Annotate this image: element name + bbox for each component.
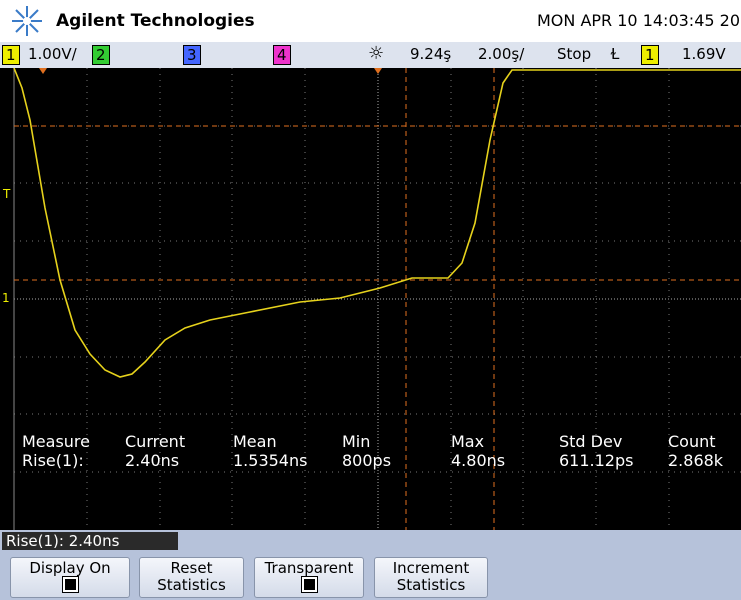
button-label: Reset xyxy=(170,559,213,577)
measure-header: Count xyxy=(668,432,716,451)
measure-header: Current xyxy=(125,432,186,451)
brand: Agilent Technologies xyxy=(56,11,255,31)
ch1-scale: 1.00V/ xyxy=(28,45,77,63)
softkey-button[interactable]: Display On xyxy=(10,557,130,598)
edge-icon: Ɫ xyxy=(611,45,620,63)
checkbox xyxy=(300,576,318,593)
measure-header: Mean xyxy=(233,432,277,451)
logo xyxy=(12,6,42,36)
measure-header: Measure xyxy=(22,432,90,451)
waveform xyxy=(13,68,741,378)
measure-value: 2.40ns xyxy=(125,451,180,470)
timebase: 2.00ş/ xyxy=(478,45,525,63)
measure-value: 2.868k xyxy=(668,451,724,470)
softkey-button[interactable]: Transparent xyxy=(254,557,364,598)
measure-value: 4.80ns xyxy=(451,451,506,470)
trigger-source: 1 xyxy=(641,45,659,65)
button-label: Transparent xyxy=(264,559,354,577)
softkey-button[interactable]: Increment Statistics xyxy=(374,557,488,598)
measure-value: 611.12ps xyxy=(559,451,634,470)
measure-header: Max xyxy=(451,432,485,451)
datetime: MON APR 10 14:03:45 2017 xyxy=(537,11,741,30)
cursors xyxy=(14,68,741,530)
button-label: Statistics xyxy=(157,576,226,594)
checkbox xyxy=(61,576,79,593)
ch3[interactable]: 3 xyxy=(183,45,201,65)
measure-value: 1.5354ns xyxy=(233,451,308,470)
softkey-title: Rise(1): 2.40ns xyxy=(2,532,178,550)
softkey-bar: Rise(1): 2.40ns Display On Reset Statistic… xyxy=(0,530,741,600)
ch4[interactable]: 4 xyxy=(273,45,291,65)
ch2[interactable]: 2 xyxy=(92,45,110,65)
trigger-marker: T xyxy=(2,187,11,201)
button-label: Display On xyxy=(29,559,111,577)
delay: 9.24ş xyxy=(410,45,452,63)
ch1[interactable]: 1 xyxy=(2,45,20,65)
measure-header: Min xyxy=(342,432,371,451)
trigger-level: 1.69V xyxy=(682,45,726,63)
trigger-icon: ☼ xyxy=(368,43,385,64)
graticule xyxy=(14,68,741,530)
measure-value: Rise(1): xyxy=(22,451,84,470)
button-label: Statistics xyxy=(396,576,466,594)
button-label: Increment xyxy=(392,559,470,577)
status-bar: 1 1.00V/ 2 3 4 ☼ 9.24ş 2.00ş/ Stop Ɫ 1 1… xyxy=(0,42,741,68)
ground-marker: 1 xyxy=(2,291,10,305)
measure-value: 800ps xyxy=(342,451,392,470)
softkey-button[interactable]: Reset Statistics xyxy=(139,557,244,598)
scope-screen: T 1 xyxy=(0,68,741,530)
measure-header: Std Dev xyxy=(559,432,623,451)
run-state: Stop xyxy=(557,45,592,63)
